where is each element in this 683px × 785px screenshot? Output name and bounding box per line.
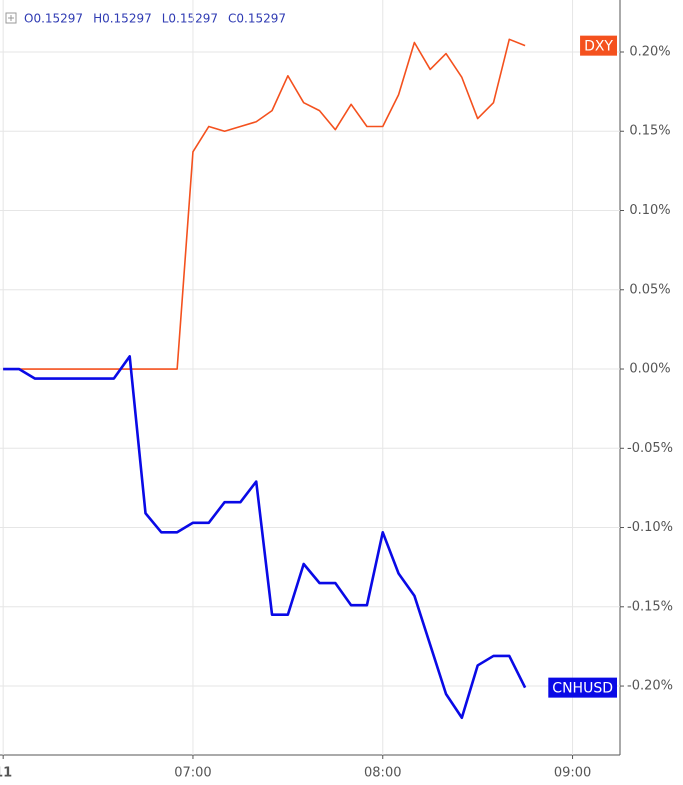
ohlc-value: C0.15297 (228, 12, 286, 26)
ohlc-value: O0.15297 (24, 12, 83, 26)
y-tick-label: 0.05% (629, 282, 670, 297)
y-tick-label: -0.05% (627, 441, 673, 456)
series-badge: CNHUSD (548, 677, 617, 698)
x-tick-label: 08:00 (364, 766, 401, 781)
series-line (3, 355, 527, 720)
ohlc-value: H0.15297 (93, 12, 152, 26)
legend-label: DXY (584, 39, 613, 55)
y-tick-label: -0.20% (627, 679, 673, 694)
y-tick-label: -0.15% (627, 599, 673, 614)
y-tick-label: 0.15% (629, 124, 670, 139)
legend-label: CNHUSD (552, 681, 613, 697)
y-tick-label: 0.20% (629, 44, 670, 59)
expand-icon[interactable] (5, 12, 17, 24)
series-badge: DXY (580, 35, 617, 56)
x-tick-label: 09:00 (554, 766, 591, 781)
series-badge-bg (580, 35, 617, 56)
ohlc-value: L0.15297 (162, 12, 218, 26)
y-tick-label: -0.10% (627, 520, 673, 535)
x-tick-label: 11 (0, 766, 12, 781)
series-line (3, 38, 526, 370)
y-tick-label: 0.10% (629, 203, 670, 218)
x-tick-label: 07:00 (174, 766, 211, 781)
y-tick-label: 0.00% (629, 362, 670, 377)
series-badge-bg (548, 677, 617, 698)
